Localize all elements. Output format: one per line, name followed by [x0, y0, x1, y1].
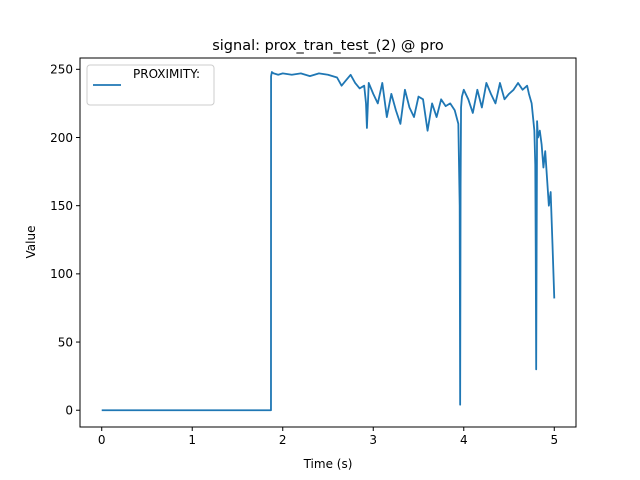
x-axis-label: Time (s) [303, 457, 353, 471]
series-line-0 [101, 71, 556, 412]
x-axis: 0 1 2 3 4 5 [98, 427, 558, 447]
y-tick-label: 50 [58, 335, 73, 349]
x-tick-label: 2 [279, 433, 287, 447]
x-tick-label: 4 [460, 433, 468, 447]
x-tick-label: 1 [188, 433, 196, 447]
y-axis-label: Value [24, 226, 38, 259]
plot-series [101, 71, 556, 412]
y-axis: 0 50 100 150 200 250 [50, 63, 80, 418]
x-tick-label: 0 [98, 433, 106, 447]
legend: PROXIMITY: [86, 64, 215, 106]
chart-title: signal: prox_tran_test_(2) @ pro [212, 38, 444, 54]
y-tick-label: 200 [50, 131, 73, 145]
plot-frame [79, 57, 577, 428]
legend-entry-proximity: PROXIMITY: [133, 67, 200, 81]
y-tick-label: 250 [50, 63, 73, 77]
x-tick-label: 5 [550, 433, 558, 447]
legend-box [86, 64, 215, 106]
y-tick-label: 0 [65, 404, 73, 418]
x-tick-label: 3 [369, 433, 377, 447]
y-tick-label: 100 [50, 267, 73, 281]
y-tick-label: 150 [50, 199, 73, 213]
